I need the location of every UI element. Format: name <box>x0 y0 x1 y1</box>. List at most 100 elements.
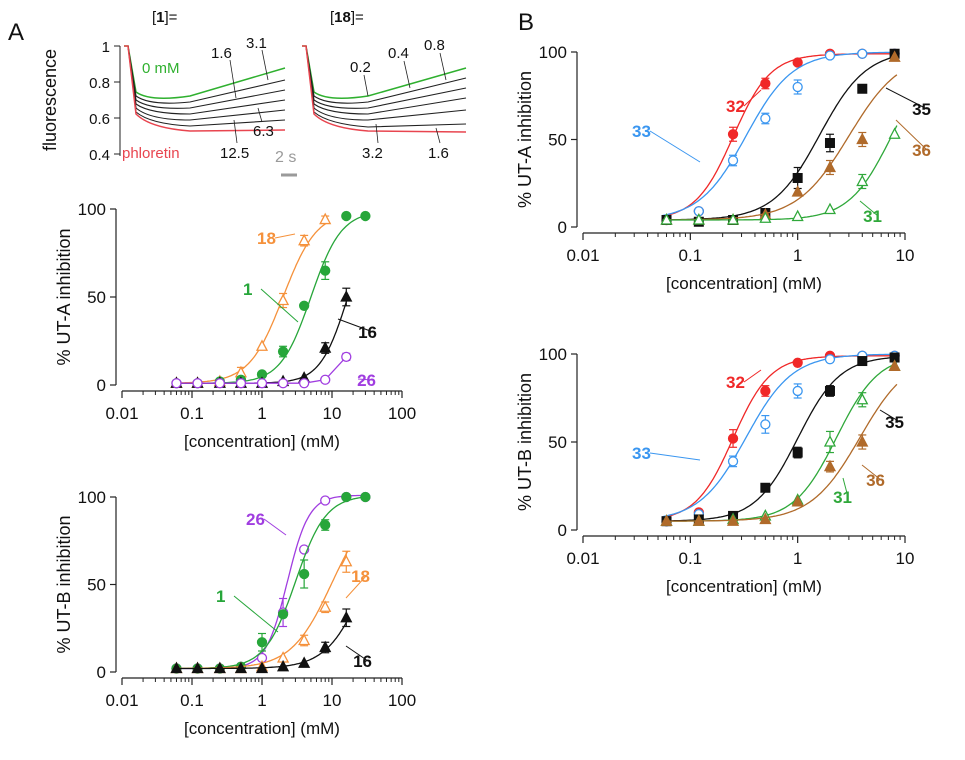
trace-ytick-label: 1 <box>102 39 110 56</box>
x-tick-label: 10 <box>323 691 342 710</box>
data-point <box>760 385 771 397</box>
fit-curve <box>173 496 367 670</box>
series-label-leader <box>233 595 279 633</box>
data-point <box>791 209 804 222</box>
data-point <box>792 447 803 458</box>
trace-right-compound: 18 <box>334 9 351 26</box>
series-33: 33 <box>632 48 900 226</box>
trace-ytick-label: 0.4 <box>89 147 110 164</box>
series-label-leader <box>337 318 374 333</box>
y-tick-label: 100 <box>78 200 106 219</box>
y-tick-label: 0 <box>97 663 106 682</box>
trace-ytick-label: 0.6 <box>89 111 110 128</box>
x-tick-label: 100 <box>388 691 416 710</box>
plot-a-ut-b: 0.01 0.1 1 10 100 0 50 100 [concentration] (mM)%… <box>54 488 416 738</box>
series-label-leader <box>743 369 762 383</box>
x-tick-label: 0.1 <box>679 549 703 568</box>
series-label: 35 <box>885 413 904 432</box>
x-axis-label: [concentration] (mM) <box>184 432 340 451</box>
series-16: 16 <box>170 608 372 674</box>
x-tick-label: 0.1 <box>180 691 204 710</box>
data-point <box>170 661 183 674</box>
trace-leader <box>439 52 447 81</box>
y-axis-label: % UT-A inhibition <box>54 228 74 365</box>
trace-line <box>124 45 286 109</box>
trace-label-control: 0 mM <box>142 60 180 77</box>
data-point <box>298 300 310 311</box>
data-point <box>256 637 268 648</box>
x-tick-label: 0.01 <box>105 404 138 423</box>
data-point <box>340 610 353 623</box>
series-label: 33 <box>632 122 651 141</box>
data-point <box>727 456 739 467</box>
data-point <box>692 514 705 526</box>
data-point <box>255 661 269 674</box>
data-point <box>823 459 837 472</box>
series-label-leader <box>274 233 296 239</box>
data-point <box>341 210 352 222</box>
x-tick-label: 0.1 <box>180 404 204 423</box>
data-point <box>341 351 352 362</box>
x-axis-label: [concentration] (mM) <box>666 577 822 596</box>
trace-label-conc: 1.6 <box>428 145 449 162</box>
series-31: 31 <box>660 125 901 226</box>
series-18: 18 <box>170 212 332 388</box>
data-point <box>726 213 740 225</box>
series-label: 18 <box>351 567 370 586</box>
data-point <box>726 514 740 526</box>
series-label: 1 <box>216 587 225 606</box>
trace-leader <box>229 59 237 99</box>
x-tick-label: 10 <box>896 246 915 265</box>
trace-line <box>124 45 286 121</box>
fluorescence-traces: fluorescence 1 0.8 0.6 0.4 [1]= [18]= 0 … <box>40 9 467 177</box>
x-tick-label: 0.1 <box>679 246 703 265</box>
fit-curve <box>173 494 367 670</box>
series-26: 26 <box>171 351 376 390</box>
series-label-leader <box>263 518 287 536</box>
series-label-leader <box>842 477 849 498</box>
data-point <box>888 127 901 139</box>
data-point <box>792 385 803 397</box>
data-point <box>320 519 331 531</box>
series-label-leader <box>743 89 762 107</box>
y-tick-label: 0 <box>97 376 106 395</box>
trace-label-conc: 0.8 <box>424 37 445 54</box>
data-point <box>235 378 247 389</box>
data-point <box>660 213 673 225</box>
trace-leader <box>261 49 269 81</box>
data-point <box>214 378 226 389</box>
x-axis-label: [concentration] (mM) <box>666 274 822 293</box>
series-label: 31 <box>833 488 852 507</box>
trace-ytick-label: 0.8 <box>89 75 110 92</box>
trace-label-conc: 6.3 <box>253 123 274 140</box>
trace-line <box>302 45 467 121</box>
data-point <box>298 378 310 389</box>
series-label-leader <box>879 409 901 423</box>
series-label: 33 <box>632 444 651 463</box>
data-point <box>792 57 803 68</box>
series-label: 32 <box>726 373 745 392</box>
data-point <box>319 341 332 353</box>
panel-letter-a: A <box>8 19 24 46</box>
data-point <box>320 265 331 276</box>
x-tick-label: 10 <box>323 404 342 423</box>
data-point <box>824 138 835 148</box>
y-tick-label: 50 <box>548 131 567 150</box>
data-point <box>340 290 353 302</box>
x-axis-label: [concentration] (mM) <box>184 719 340 738</box>
trace-leader <box>375 123 379 144</box>
trace-leader <box>435 127 441 144</box>
trace-line <box>302 45 467 104</box>
series-label-leader <box>859 200 879 217</box>
series-16: 16 <box>170 287 377 388</box>
data-point <box>360 491 371 503</box>
data-point <box>857 83 868 94</box>
data-point <box>255 339 269 351</box>
series-label: 31 <box>863 207 882 226</box>
trace-line <box>302 45 467 115</box>
y-axis-label: % UT-B inhibition <box>54 515 74 653</box>
trace-label-conc: 0.2 <box>350 59 371 76</box>
data-point <box>191 661 204 674</box>
data-point <box>277 609 289 620</box>
